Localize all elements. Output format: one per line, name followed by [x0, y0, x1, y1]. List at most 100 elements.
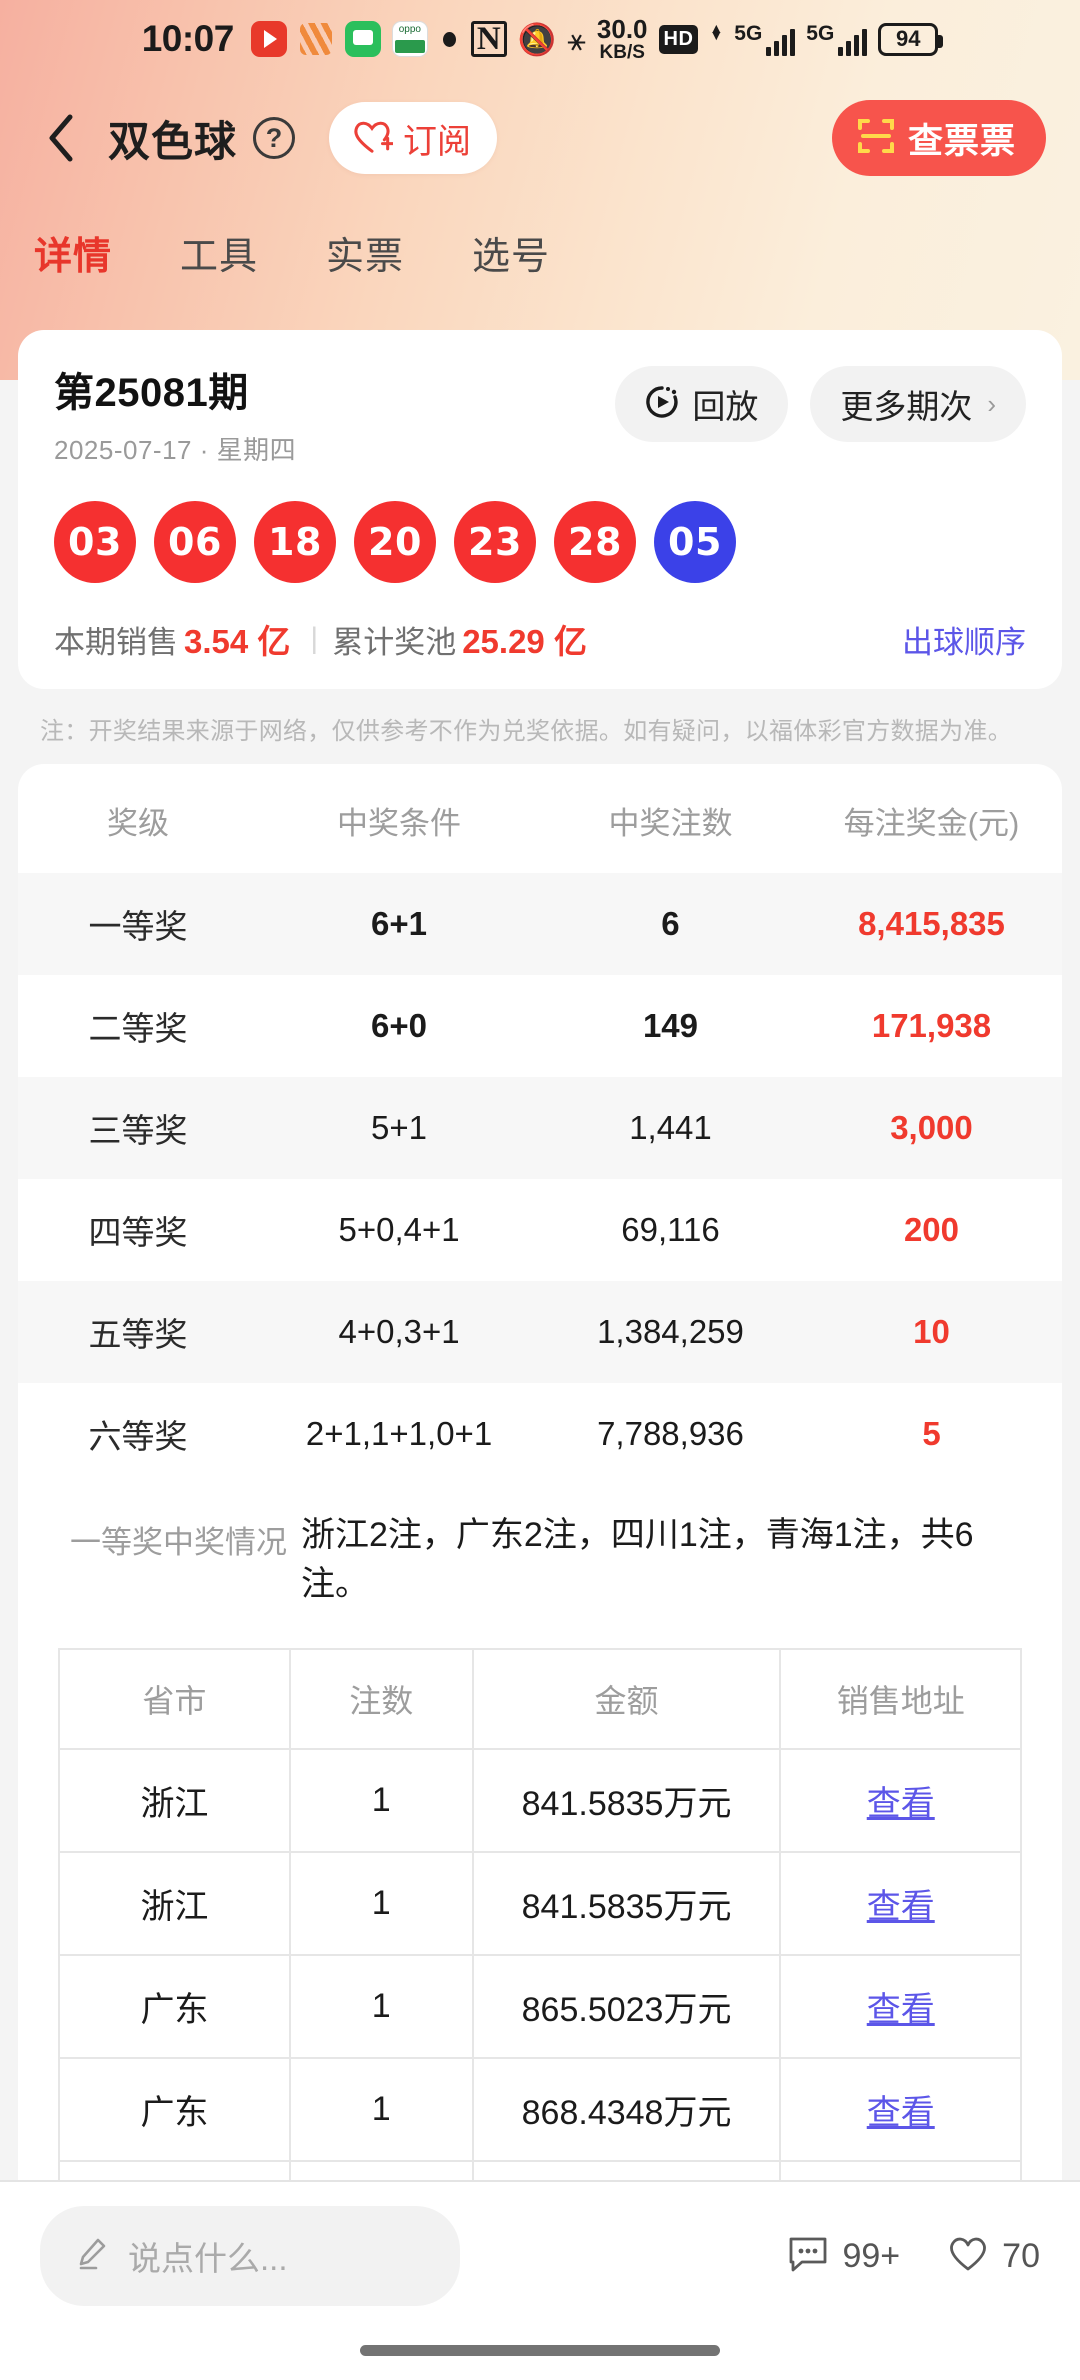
red-ball: 23	[454, 501, 536, 583]
draw-issue-block: 第25081期 2025-07-17 · 星期四	[54, 360, 296, 467]
prize-amount: 5	[922, 1415, 941, 1452]
winner-count: 1	[288, 1850, 474, 1956]
red-ball: 18	[254, 501, 336, 583]
pencil-icon	[74, 2236, 110, 2277]
status-bar: 10:07 N 🔕 ⚹ 30.0 KB/S HD ▲▼ 5G 5G 94	[0, 0, 1080, 78]
table-row: 二等奖 6+0 149 171,938	[18, 975, 1062, 1077]
red-ball: 20	[354, 501, 436, 583]
winner-province: 广东	[58, 1953, 291, 2059]
tab-pick-numbers[interactable]: 选号	[472, 235, 551, 278]
prize-amount: 171,938	[871, 1007, 992, 1044]
prize-condition: 5+1	[371, 1109, 428, 1146]
draw-issue-number: 第25081期	[54, 371, 249, 415]
tab-tools[interactable]: 工具	[180, 235, 259, 278]
ball-order-link[interactable]: 出球顺序	[902, 624, 1026, 660]
winners-table-header-row: 省市 注数 金额 销售地址	[58, 1647, 1022, 1750]
prize-condition: 6+1	[371, 905, 428, 942]
blue-ball: 05	[654, 501, 736, 583]
winner-amount: 865.5023万元	[471, 1953, 782, 2059]
winner-province: 浙江	[58, 1747, 291, 1853]
nav-bar: 双色球 ? 订阅 查票票	[0, 88, 1080, 188]
video-app-icon	[250, 21, 287, 57]
first-prize-summary: 一等奖中奖情况 浙江2注，广东2注，四川1注，青海1注，共6注。	[18, 1485, 1062, 1620]
red-ball: 28	[554, 501, 636, 583]
camera-dot-icon	[442, 31, 456, 47]
replay-label: 回放	[692, 388, 759, 425]
sim2-signal-bars-icon	[838, 28, 868, 56]
prize-amount: 8,415,835	[858, 905, 1005, 942]
prize-level: 四等奖	[88, 1214, 188, 1251]
prize-condition: 2+1,1+1,0+1	[305, 1415, 493, 1452]
like-button[interactable]: 70	[946, 2234, 1040, 2279]
heart-plus-icon	[351, 117, 395, 160]
page-title: 双色球	[108, 117, 238, 165]
winner-province: 浙江	[58, 1850, 291, 1956]
more-issues-label: 更多期次	[840, 388, 973, 425]
winner-view-link[interactable]: 查看	[779, 2056, 1022, 2162]
chat-app-icon	[344, 21, 381, 57]
replay-icon	[645, 385, 679, 424]
nfc-icon: N	[470, 21, 507, 57]
red-ball: 06	[154, 501, 236, 583]
pool-label: 累计奖池	[332, 624, 457, 660]
help-icon[interactable]: ?	[253, 117, 296, 159]
bottom-actions: 99+ 70	[786, 2234, 1040, 2279]
main-content: 第25081期 2025-07-17 · 星期四	[0, 330, 1080, 2378]
more-issues-button[interactable]: 更多期次 ›	[810, 366, 1026, 442]
bottom-action-bar: 说点什么... 99+	[0, 2180, 1080, 2380]
prize-condition: 6+0	[371, 1007, 428, 1044]
comment-input[interactable]: 说点什么...	[40, 2206, 460, 2306]
table-row: 六等奖 2+1,1+1,0+1 7,788,936 5	[18, 1383, 1062, 1485]
prize-count: 7,788,936	[597, 1415, 744, 1452]
winners-col-address: 销售地址	[779, 1647, 1022, 1750]
hero-gradient-background	[0, 0, 1080, 380]
tab-real-ticket[interactable]: 实票	[326, 235, 405, 278]
prize-count: 1,441	[629, 1109, 712, 1146]
prize-level: 六等奖	[88, 1418, 188, 1455]
check-ticket-button[interactable]: 查票票	[831, 100, 1046, 176]
draw-date: 2025-07-17	[54, 435, 192, 465]
prize-count: 69,116	[621, 1211, 720, 1248]
chevron-right-icon: ›	[987, 388, 996, 419]
draw-weekday: 星期四	[216, 435, 297, 465]
comment-count-button[interactable]: 99+	[786, 2234, 900, 2279]
winner-view-link[interactable]: 查看	[779, 1850, 1022, 1956]
winners-col-amount: 金额	[471, 1647, 782, 1750]
replay-button[interactable]: 回放	[615, 366, 789, 442]
network-speed-unit: KB/S	[599, 42, 645, 63]
winner-view-link[interactable]: 查看	[779, 1747, 1022, 1853]
winner-count: 1	[288, 1747, 474, 1853]
sim2-network-label: 5G	[806, 21, 835, 45]
draw-action-buttons: 回放 更多期次 ›	[615, 360, 1026, 442]
prize-table-header-row: 奖级 中奖条件 中奖注数 每注奖金(元)	[18, 764, 1062, 873]
pool-value: 25.29 亿	[462, 623, 587, 660]
prize-level: 二等奖	[88, 1010, 188, 1047]
subscribe-button[interactable]: 订阅	[329, 102, 498, 174]
first-prize-summary-label: 一等奖中奖情况	[70, 1525, 287, 1560]
prize-condition: 5+0,4+1	[338, 1211, 460, 1248]
prize-amount: 10	[913, 1313, 950, 1350]
prize-table-card: 奖级 中奖条件 中奖注数 每注奖金(元) 一等奖 6+1 6 8,415,835…	[18, 764, 1062, 2378]
prize-col-amount: 每注奖金(元)	[843, 806, 1020, 841]
home-indicator	[360, 2345, 720, 2356]
prize-count: 1,384,259	[597, 1313, 744, 1350]
prize-table: 奖级 中奖条件 中奖注数 每注奖金(元) 一等奖 6+1 6 8,415,835…	[18, 764, 1062, 1485]
winner-view-link[interactable]: 查看	[779, 1953, 1022, 2059]
subscribe-label: 订阅	[403, 122, 472, 161]
bluetooth-icon: ⚹	[567, 21, 586, 57]
disclaimer-note: 注：开奖结果来源于网络，仅供参考不作为兑奖依据。如有疑问，以福体彩官方数据为准。	[40, 718, 1012, 745]
sales-value: 3.54 亿	[184, 623, 291, 660]
like-count: 70	[1002, 2236, 1040, 2275]
winners-col-province: 省市	[58, 1647, 291, 1750]
sim1-signal-bars-icon	[766, 28, 796, 56]
prize-col-condition: 中奖条件	[337, 806, 462, 841]
red-ball: 03	[54, 501, 136, 583]
back-chevron-icon[interactable]	[34, 111, 88, 165]
tab-details[interactable]: 详情	[34, 235, 113, 278]
signal-sim1: 5G	[734, 23, 796, 56]
comment-bubble-icon	[786, 2234, 830, 2279]
divider: |	[310, 622, 319, 655]
table-row: 浙江 1 841.5835万元 查看	[58, 1747, 1022, 1853]
winning-balls: 03 06 18 20 23 28 05	[54, 501, 1026, 583]
prize-level: 一等奖	[88, 908, 188, 945]
